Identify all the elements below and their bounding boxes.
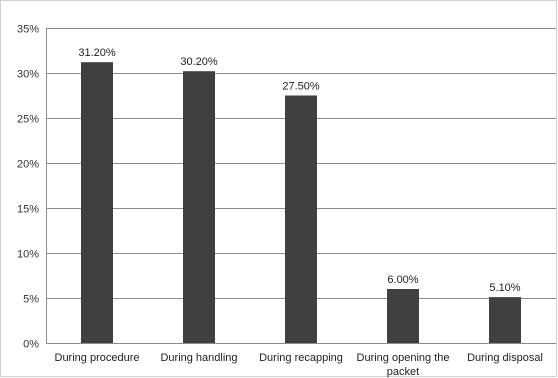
y-tick-label: 5% <box>23 294 39 306</box>
x-category-label: During disposal <box>467 352 543 364</box>
x-category-label: packet <box>387 366 419 378</box>
bar <box>489 297 521 343</box>
y-tick-label: 10% <box>17 249 39 261</box>
data-label: 31.20% <box>78 47 116 59</box>
x-category-label: During handling <box>160 352 237 364</box>
bar <box>387 289 419 343</box>
data-label: 30.20% <box>180 56 218 68</box>
y-tick-label: 15% <box>17 204 39 216</box>
data-label: 6.00% <box>387 274 418 286</box>
x-axis-category-labels: During procedure During handling During re… <box>55 352 543 378</box>
bars <box>81 62 521 343</box>
y-tick-label: 20% <box>17 159 39 171</box>
x-category-label: During procedure <box>55 352 140 364</box>
x-category-label: During opening the <box>357 352 450 364</box>
data-label: 5.10% <box>489 282 520 294</box>
x-category-label: During recapping <box>259 352 343 364</box>
y-tick-label: 30% <box>17 69 39 81</box>
y-axis-tick-labels: 0% 5% 10% 15% 20% 25% 30% 35% <box>17 24 39 351</box>
y-tick-label: 0% <box>23 339 39 351</box>
data-label: 27.50% <box>282 81 320 93</box>
y-tick-label: 35% <box>17 24 39 36</box>
bar <box>183 71 215 343</box>
data-labels: 31.20% 30.20% 27.50% 6.00% 5.10% <box>78 47 520 294</box>
bar <box>285 95 317 343</box>
bar <box>81 62 113 343</box>
y-tick-label: 25% <box>17 114 39 126</box>
